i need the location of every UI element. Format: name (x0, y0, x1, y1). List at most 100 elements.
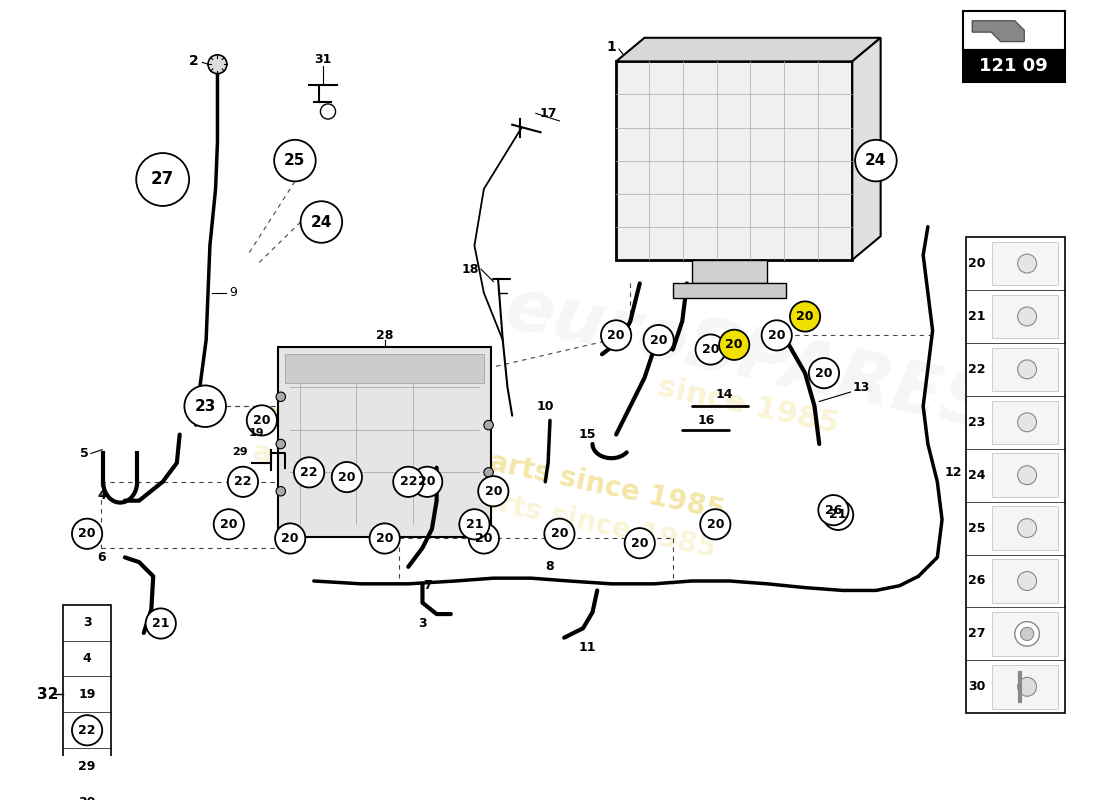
Circle shape (1018, 307, 1036, 326)
Bar (992, 454, 1058, 497)
Text: 20: 20 (726, 338, 742, 351)
Text: 22: 22 (78, 724, 96, 737)
Text: 20: 20 (706, 518, 724, 531)
Text: 26: 26 (968, 574, 986, 587)
Circle shape (300, 202, 342, 242)
Text: a passion for parts since 1985: a passion for parts since 1985 (260, 400, 727, 526)
Circle shape (274, 140, 316, 182)
Text: 27: 27 (968, 627, 986, 641)
Circle shape (761, 320, 792, 350)
Circle shape (544, 518, 574, 549)
Circle shape (276, 439, 286, 449)
Circle shape (701, 510, 730, 539)
Circle shape (393, 466, 424, 497)
Text: 20: 20 (220, 518, 238, 531)
Circle shape (818, 495, 848, 526)
Polygon shape (972, 21, 1024, 42)
Circle shape (644, 325, 674, 355)
Text: 31: 31 (315, 53, 332, 66)
Text: since 1985: since 1985 (654, 373, 842, 440)
Text: 20: 20 (796, 310, 814, 323)
Text: 25: 25 (968, 522, 986, 534)
Circle shape (228, 466, 258, 497)
Text: 20: 20 (485, 485, 502, 498)
Text: 12: 12 (945, 466, 962, 479)
Text: 15: 15 (579, 428, 596, 441)
Bar (992, 401, 1058, 444)
Text: euroSPARES: euroSPARES (498, 274, 999, 444)
Bar (286, 354, 484, 382)
Circle shape (370, 523, 399, 554)
Text: 32: 32 (36, 687, 58, 702)
Text: 30: 30 (78, 795, 96, 800)
Text: 20: 20 (968, 257, 986, 270)
Text: 22: 22 (968, 363, 986, 376)
Circle shape (790, 302, 821, 331)
Text: 20: 20 (768, 329, 785, 342)
Text: 4: 4 (97, 490, 106, 502)
Bar (673, 283, 786, 298)
Text: 18: 18 (462, 262, 480, 276)
Text: 29: 29 (232, 446, 248, 457)
Text: 14: 14 (716, 388, 734, 402)
Text: 19: 19 (78, 688, 96, 701)
Circle shape (625, 528, 654, 558)
Text: 20: 20 (607, 329, 625, 342)
Circle shape (460, 510, 490, 539)
Circle shape (276, 392, 286, 402)
Text: 8: 8 (546, 560, 554, 574)
Circle shape (478, 476, 508, 506)
Circle shape (808, 358, 839, 388)
Text: 9: 9 (229, 286, 236, 299)
Bar (992, 612, 1058, 656)
Circle shape (1018, 678, 1036, 696)
Bar (64, 605, 111, 800)
Circle shape (320, 104, 336, 119)
Text: 22: 22 (234, 475, 252, 488)
Text: 20: 20 (650, 334, 668, 346)
Text: 10: 10 (537, 400, 554, 413)
Polygon shape (616, 38, 881, 62)
Text: 21: 21 (465, 518, 483, 531)
Circle shape (1018, 360, 1036, 379)
Text: 20: 20 (815, 366, 833, 380)
Circle shape (1018, 518, 1036, 538)
Text: 23: 23 (968, 416, 986, 429)
Circle shape (469, 523, 499, 554)
Text: 24: 24 (310, 214, 332, 230)
Circle shape (823, 500, 854, 530)
Circle shape (185, 386, 226, 427)
Circle shape (484, 468, 493, 477)
Text: 25: 25 (284, 153, 306, 168)
Text: 24: 24 (968, 469, 986, 482)
Text: 20: 20 (282, 532, 299, 545)
Bar (962, 50, 1065, 82)
Bar (992, 559, 1058, 602)
Text: 17: 17 (539, 107, 557, 120)
Bar (692, 260, 768, 283)
Circle shape (246, 406, 277, 435)
Text: 1: 1 (606, 40, 616, 54)
Text: 20: 20 (338, 470, 355, 483)
Circle shape (719, 330, 749, 360)
Text: 7: 7 (422, 579, 431, 592)
Circle shape (72, 715, 102, 746)
Circle shape (275, 523, 306, 554)
Text: 3: 3 (418, 617, 427, 630)
Polygon shape (852, 38, 881, 260)
Circle shape (695, 334, 726, 365)
Circle shape (484, 420, 493, 430)
Circle shape (601, 320, 631, 350)
Text: 20: 20 (702, 343, 719, 356)
Bar (992, 294, 1058, 338)
Text: a passion for parts since 1985: a passion for parts since 1985 (250, 438, 718, 563)
Text: 20: 20 (253, 414, 271, 427)
Bar (966, 237, 1065, 714)
Text: 22: 22 (300, 466, 318, 479)
Text: 20: 20 (418, 475, 436, 488)
Text: 28: 28 (376, 329, 394, 342)
Circle shape (276, 486, 286, 496)
Text: 20: 20 (376, 532, 394, 545)
Bar (992, 242, 1058, 286)
Bar (962, 11, 1065, 50)
